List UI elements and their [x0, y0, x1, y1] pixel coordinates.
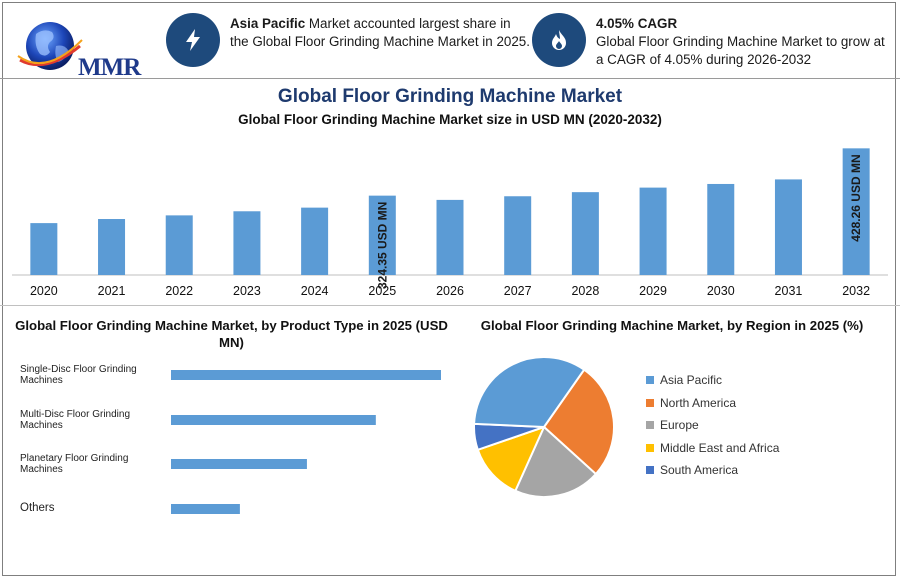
- product-type-title: Global Floor Grinding Machine Market, by…: [15, 318, 448, 350]
- legend-swatch: [646, 399, 654, 407]
- hbar-2: [171, 459, 307, 469]
- bar-2030: [707, 183, 735, 275]
- highlight-cagr-body: Global Floor Grinding Machine Market to …: [596, 34, 885, 67]
- legend-label: Middle East and Africa: [660, 441, 780, 455]
- section-divider: [0, 305, 900, 306]
- bar-2026: [436, 199, 464, 275]
- pie-slice-north-america: [542, 368, 615, 476]
- x-tick-label: 2032: [842, 284, 870, 298]
- x-tick-label: 2022: [165, 284, 193, 298]
- bar-2023: [233, 211, 261, 275]
- region-title: Global Floor Grinding Machine Market, by…: [480, 318, 864, 333]
- flame-icon: [532, 13, 586, 67]
- legend-label: South America: [660, 463, 739, 477]
- highlight-region-text: Asia Pacific Market accounted largest sh…: [230, 15, 530, 51]
- x-tick-label: 2021: [98, 284, 126, 298]
- bar-2031: [774, 179, 802, 275]
- x-tick-label: 2024: [301, 284, 329, 298]
- globe-icon: [17, 22, 83, 70]
- bar-2028: [571, 192, 599, 275]
- bar-2024: [301, 207, 329, 275]
- bar-2021: [98, 219, 126, 275]
- highlight-region-body: Market accounted largest share in the Gl…: [230, 16, 530, 49]
- x-tick-label: 2030: [707, 284, 735, 298]
- legend-label: Asia Pacific: [660, 373, 723, 387]
- region-pie-chart: [473, 356, 615, 498]
- x-tick-label: 2025: [368, 284, 396, 298]
- hbar-1: [171, 415, 376, 425]
- legend-item: South America: [646, 463, 738, 477]
- logo-text: MMR: [78, 54, 141, 81]
- legend-label: Europe: [660, 418, 699, 432]
- x-tick-label: 2026: [436, 284, 464, 298]
- highlight-region-bold: Asia Pacific: [230, 16, 306, 31]
- bar-2025: [368, 195, 396, 275]
- bar-2022: [165, 215, 193, 275]
- product-type-label: Others: [20, 502, 55, 514]
- mmr-logo: MMR: [16, 16, 141, 81]
- bar-2020: [30, 223, 58, 275]
- x-tick-label: 2020: [30, 284, 58, 298]
- bar-chart-subtitle: Global Floor Grinding Machine Market siz…: [238, 112, 662, 127]
- pie-slice-asia-pacific: [473, 356, 586, 429]
- legend-label: North America: [660, 396, 737, 410]
- product-type-label: Multi-Disc Floor Grinding Machines: [20, 409, 131, 431]
- x-tick-label: 2027: [504, 284, 532, 298]
- product-type-label: Single-Disc Floor Grinding Machines: [20, 364, 137, 386]
- x-tick-label: 2023: [233, 284, 261, 298]
- bar-2027: [504, 196, 532, 275]
- legend-swatch: [646, 376, 654, 384]
- bar-2029: [639, 187, 667, 275]
- product-type-label: Planetary Floor Grinding Machines: [20, 453, 129, 475]
- legend-swatch: [646, 421, 654, 429]
- x-tick-label: 2029: [639, 284, 667, 298]
- main-title: Global Floor Grinding Machine Market: [277, 86, 623, 107]
- lightning-icon: [166, 13, 220, 67]
- market-size-bar-chart: 2020 2021 2022 2023 2024 2025 2026 2027 2028 2029…: [12, 148, 888, 298]
- bar-2032: [842, 148, 870, 275]
- pie-slice-europe: [513, 425, 598, 498]
- legend-item: Middle East and Africa: [646, 441, 779, 455]
- legend-item: Europe: [646, 418, 699, 432]
- highlight-cagr-bold: 4.05% CAGR: [596, 16, 678, 31]
- legend-item: Asia Pacific: [646, 373, 722, 387]
- legend-swatch: [646, 444, 654, 452]
- header-divider: [0, 78, 900, 79]
- product-type-bar-chart: [171, 370, 441, 514]
- legend-swatch: [646, 466, 654, 474]
- hbar-3: [171, 504, 240, 514]
- data-label: 324.35 USD MN: [375, 202, 389, 289]
- legend-item: North America: [646, 396, 736, 410]
- hbar-0: [171, 370, 441, 380]
- highlight-cagr-text: 4.05% CAGR Global Floor Grinding Machine…: [596, 15, 891, 69]
- data-label: 428.26 USD MN: [849, 154, 863, 241]
- x-tick-label: 2028: [571, 284, 599, 298]
- x-tick-label: 2031: [775, 284, 803, 298]
- pie-slice-middle-east-and-africa: [476, 425, 546, 493]
